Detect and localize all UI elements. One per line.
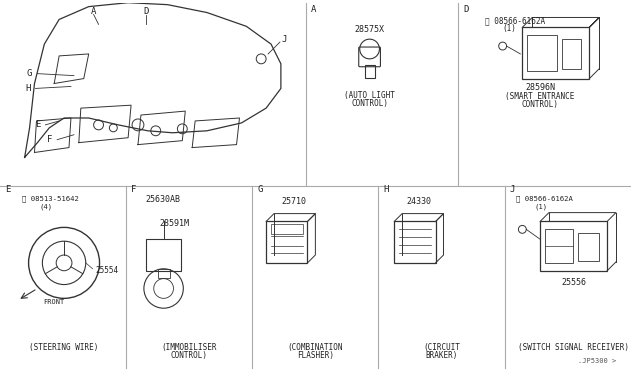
Text: A: A: [91, 7, 96, 16]
Text: (SWITCH SIGNAL RECEIVER): (SWITCH SIGNAL RECEIVER): [518, 343, 629, 352]
Text: G: G: [27, 69, 32, 78]
Bar: [545, 230, 573, 263]
Text: (COMBINATION: (COMBINATION: [287, 343, 343, 352]
Bar: [527, 35, 557, 71]
Bar: [271, 224, 303, 234]
Text: D: D: [463, 5, 468, 14]
Text: FLASHER): FLASHER): [297, 351, 334, 360]
Text: 28575X: 28575X: [355, 25, 385, 34]
Text: BRAKER): BRAKER): [426, 351, 458, 360]
Text: (1): (1): [502, 24, 516, 33]
Text: A: A: [310, 5, 316, 14]
Bar: [146, 239, 181, 271]
Text: (IMMOBILISER: (IMMOBILISER: [161, 343, 217, 352]
Bar: [365, 65, 374, 78]
Text: Ⓢ 08566-6162A: Ⓢ 08566-6162A: [485, 16, 545, 25]
Text: CONTROL): CONTROL): [351, 99, 388, 108]
Text: (CIRCUIT: (CIRCUIT: [423, 343, 460, 352]
Text: 25710: 25710: [281, 197, 306, 206]
Text: 25630AB: 25630AB: [146, 195, 181, 204]
Text: E: E: [35, 121, 40, 129]
Bar: [394, 221, 436, 263]
Bar: [266, 221, 307, 263]
Bar: [522, 27, 589, 78]
Text: J: J: [509, 186, 515, 195]
Text: CONTROL): CONTROL): [171, 351, 208, 360]
Text: 28596N: 28596N: [525, 83, 555, 92]
Text: H: H: [25, 84, 30, 93]
Text: (SMART ENTRANCE: (SMART ENTRANCE: [506, 92, 575, 101]
Text: .JP5300 >: .JP5300 >: [578, 359, 616, 365]
Text: Ⓢ 08513-51642: Ⓢ 08513-51642: [22, 196, 79, 202]
Text: 28591M: 28591M: [159, 219, 189, 228]
Text: F: F: [47, 135, 52, 144]
Text: (4): (4): [40, 203, 52, 210]
Text: CONTROL): CONTROL): [522, 100, 559, 109]
Text: H: H: [383, 186, 388, 195]
Text: E: E: [5, 186, 10, 195]
Text: (STEERING WIRE): (STEERING WIRE): [29, 343, 99, 352]
Text: J: J: [281, 35, 287, 44]
Text: (AUTO LIGHT: (AUTO LIGHT: [344, 91, 395, 100]
Text: F: F: [131, 186, 136, 195]
Text: G: G: [257, 186, 262, 195]
Text: Ⓢ 08566-6162A: Ⓢ 08566-6162A: [516, 196, 573, 202]
Bar: [540, 221, 607, 271]
Text: 24330: 24330: [406, 197, 431, 206]
Bar: [562, 39, 582, 69]
Bar: [157, 269, 170, 278]
Text: 25556: 25556: [561, 278, 586, 287]
Text: D: D: [143, 7, 148, 16]
Text: FRONT: FRONT: [44, 299, 65, 305]
Text: 25554: 25554: [95, 266, 119, 275]
Text: (1): (1): [534, 203, 547, 210]
Bar: [577, 233, 599, 261]
